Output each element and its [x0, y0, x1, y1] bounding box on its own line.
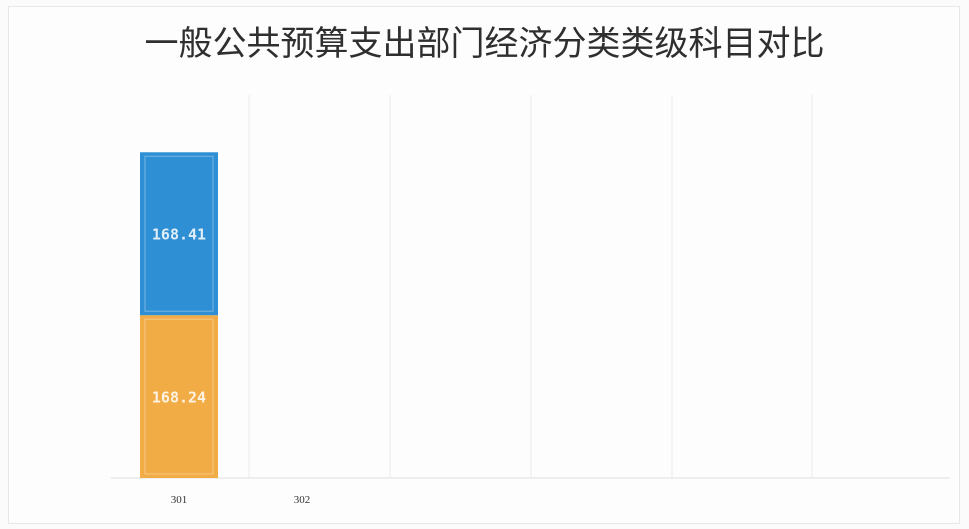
x-tick-labels: 301 302	[171, 494, 311, 506]
bar-segment-301-1	[140, 152, 218, 316]
chart-title: 一般公共预算支出部门经济分类类级科目对比	[144, 24, 825, 64]
bar-segment-301-0	[140, 315, 218, 478]
grid-lines	[248, 95, 813, 478]
data-label: 168.41	[152, 226, 206, 244]
bar-segment-outline	[144, 155, 214, 312]
bars	[140, 152, 218, 478]
x-tick-label-301: 301	[171, 494, 188, 506]
x-tick-label-302: 302	[294, 494, 311, 506]
data-labels: 168.24 168.41	[152, 226, 206, 407]
data-label: 168.24	[152, 389, 206, 407]
bar-segment-outline	[144, 318, 214, 475]
